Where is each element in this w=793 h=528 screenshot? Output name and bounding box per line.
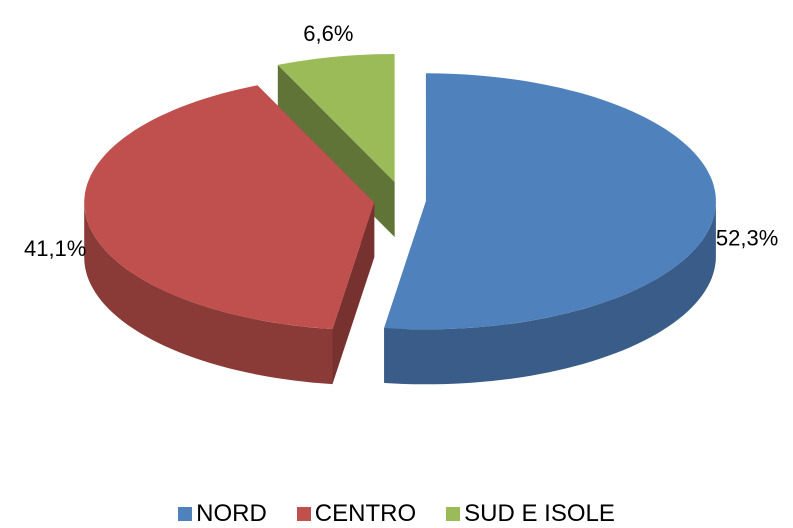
legend-swatch — [446, 507, 461, 521]
legend-label: SUD E ISOLE — [464, 500, 615, 527]
slice-cut-face — [332, 202, 375, 385]
chart: 52,3% 41,1% 6,6% — [24, 21, 778, 385]
legend-label: NORD — [196, 500, 267, 527]
legend: NORD CENTRO SUD E ISOLE — [0, 500, 793, 528]
slice-top — [84, 85, 375, 330]
slice-side — [84, 202, 333, 385]
legend-item: SUD E ISOLE — [446, 500, 615, 528]
legend-swatch — [178, 507, 193, 521]
legend-item: NORD — [178, 500, 267, 528]
slice-top — [277, 54, 395, 183]
slice-side — [384, 201, 716, 385]
data-label: 41,1% — [24, 236, 86, 261]
data-label: 52,3% — [716, 225, 778, 250]
data-label: 6,6% — [303, 21, 353, 46]
slice-top — [384, 73, 716, 330]
legend-swatch — [296, 507, 311, 521]
legend-item: CENTRO — [296, 500, 417, 528]
legend-label: CENTRO — [314, 500, 417, 527]
